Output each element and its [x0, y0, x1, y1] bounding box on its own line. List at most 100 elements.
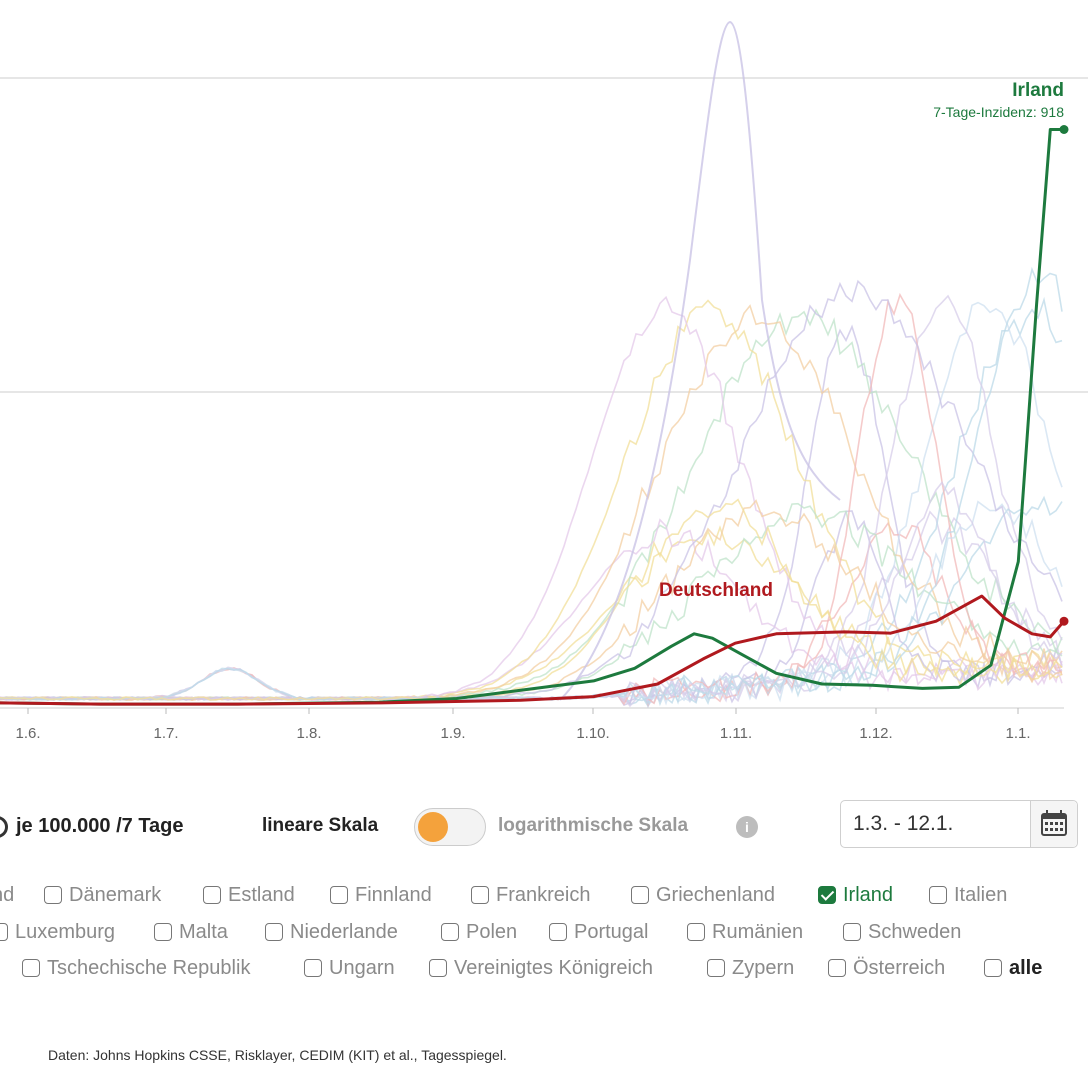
country-label: Irland	[843, 884, 894, 906]
label-irland: Irland	[1012, 80, 1064, 101]
country-label: alle	[1009, 957, 1043, 979]
checkbox-icon[interactable]	[828, 959, 846, 977]
checkbox-icon[interactable]	[549, 923, 567, 941]
country-label: Dänemark	[69, 884, 162, 906]
checkbox-icon[interactable]	[22, 959, 40, 977]
background-country-line	[0, 304, 1063, 701]
date-range-picker[interactable]: 1.3. - 12.1.	[840, 800, 1078, 848]
country-checkbox[interactable]: Griechenland	[631, 884, 775, 907]
checkbox-icon[interactable]	[154, 923, 172, 941]
x-tick-label: 1.11.	[720, 725, 752, 742]
country-checkbox[interactable]: Rumänien	[687, 921, 803, 944]
country-checkbox[interactable]: Schweden	[843, 921, 961, 944]
checkbox-icon[interactable]	[687, 923, 705, 941]
checkbox-icon[interactable]	[265, 923, 283, 941]
date-range-value[interactable]: 1.3. - 12.1.	[853, 812, 954, 835]
series-line-deutschland	[0, 594, 1066, 706]
checkbox-icon[interactable]	[203, 886, 221, 904]
country-checkbox[interactable]: Zypern	[707, 957, 794, 980]
line-chart: 1.6. 1.7. 1.8. 1.9. 1.10. 1.11. 1.12. 1.1. Irla…	[0, 20, 1088, 742]
checkbox-icon[interactable]	[471, 886, 489, 904]
country-label: Estland	[228, 884, 295, 906]
country-label: Finnland	[355, 884, 432, 906]
x-tick-label: 1.7.	[153, 725, 178, 742]
series-line-irland	[0, 128, 1064, 706]
country-checkbox[interactable]: Irland	[818, 884, 893, 907]
background-country-line	[0, 266, 1063, 707]
calendar-button[interactable]	[1030, 801, 1077, 847]
checkbox-icon[interactable]	[929, 886, 947, 904]
checkbox-icon[interactable]	[44, 886, 62, 904]
info-icon[interactable]: i	[736, 816, 758, 838]
country-checkbox[interactable]: Finnland	[330, 884, 432, 907]
country-checkbox[interactable]: Dänemark	[44, 884, 161, 907]
other-country-lines	[0, 20, 1063, 708]
x-tick-label: 1.6.	[15, 725, 40, 742]
country-label: Ungarn	[329, 957, 395, 979]
checkbox-icon[interactable]	[441, 923, 459, 941]
country-label: Rumänien	[712, 921, 804, 943]
checkbox-icon[interactable]	[429, 959, 447, 977]
background-country-line	[0, 481, 1063, 703]
background-country-line	[0, 308, 1063, 701]
country-label: Luxemburg	[15, 921, 116, 943]
unit-toggle[interactable]: je 100.000 /7 Tage	[0, 815, 184, 838]
series-endpoint-irland	[1059, 124, 1069, 134]
series-labels: Irland 7-Tage-Inzidenz: 918 Deutschland	[659, 80, 1064, 601]
country-label: Schweden	[868, 921, 962, 943]
checkbox-icon[interactable]	[707, 959, 725, 977]
x-tick-label: 1.12.	[859, 725, 892, 742]
x-tick-label: 1.1.	[1005, 725, 1030, 742]
linear-scale-label[interactable]: lineare Skala	[262, 815, 379, 836]
checkbox-icon[interactable]	[304, 959, 322, 977]
toggle-knob	[418, 812, 448, 842]
country-label: Vereinigtes Königreich	[454, 957, 654, 979]
country-label: Zypern	[732, 957, 795, 979]
unit-label: je 100.000 /7 Tage	[16, 815, 184, 837]
country-checkbox[interactable]: Niederlande	[265, 921, 398, 944]
country-checkbox[interactable]: nd	[0, 884, 14, 907]
country-label: Niederlande	[290, 921, 398, 943]
checkbox-icon[interactable]	[984, 959, 1002, 977]
x-tick-label: 1.8.	[296, 725, 321, 742]
checkbox-icon[interactable]	[631, 886, 649, 904]
country-checkbox[interactable]: Vereinigtes Königreich	[429, 957, 653, 980]
background-country-line	[0, 498, 1063, 701]
highlight-lines	[0, 124, 1069, 706]
country-checkbox[interactable]: alle	[984, 957, 1042, 980]
country-label: Malta	[179, 921, 228, 943]
checkbox-icon[interactable]	[843, 923, 861, 941]
country-label: Österreich	[853, 957, 946, 979]
country-label: nd	[0, 884, 15, 906]
radio-icon	[0, 815, 8, 838]
country-checkbox[interactable]: Ungarn	[304, 957, 395, 980]
background-country-line	[0, 295, 1063, 701]
country-label: Frankreich	[496, 884, 591, 906]
country-checkbox[interactable]: Italien	[929, 884, 1007, 907]
country-label: Portugal	[574, 921, 649, 943]
country-checkbox[interactable]: Polen	[441, 921, 517, 944]
country-checkbox[interactable]: Malta	[154, 921, 228, 944]
checkbox-icon[interactable]	[0, 923, 8, 941]
scale-toggle[interactable]	[414, 808, 486, 846]
country-checkbox[interactable]: Estland	[203, 884, 295, 907]
country-checkbox[interactable]: Portugal	[549, 921, 649, 944]
x-tick-label: 1.10.	[576, 725, 609, 742]
country-checkbox[interactable]: Tschechische Republik	[22, 957, 250, 980]
background-country-line	[559, 20, 841, 701]
country-checkbox[interactable]: Österreich	[828, 957, 945, 980]
x-axis: 1.6. 1.7. 1.8. 1.9. 1.10. 1.11. 1.12. 1.1.	[15, 708, 1031, 742]
gridlines	[0, 77, 1088, 709]
checkbox-checked-icon[interactable]	[818, 886, 836, 904]
log-scale-label[interactable]: logarithmische Skala	[498, 815, 689, 836]
annotation-irland: 7-Tage-Inzidenz: 918	[933, 104, 1064, 120]
series-endpoint-deutschland	[1059, 616, 1069, 626]
checkbox-icon[interactable]	[330, 886, 348, 904]
country-label: Tschechische Republik	[47, 957, 251, 979]
calendar-icon	[1041, 810, 1067, 836]
country-label: Griechenland	[656, 884, 775, 906]
source-note: Daten: Johns Hopkins CSSE, Risklayer, CE…	[48, 1047, 507, 1063]
background-country-line	[0, 299, 1063, 701]
country-checkbox[interactable]: Frankreich	[471, 884, 590, 907]
country-checkbox[interactable]: Luxemburg	[0, 921, 115, 944]
